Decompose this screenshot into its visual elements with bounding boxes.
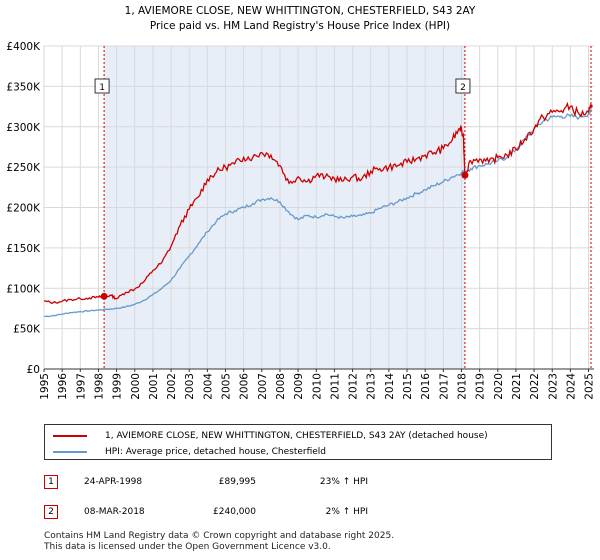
x-tick-label: 2016 — [420, 373, 432, 400]
x-tick-label: 2014 — [384, 373, 396, 400]
legend-item-hpi: HPI: Average price, detached house, Ches… — [53, 444, 326, 460]
transaction-price: £240,000 — [213, 507, 256, 517]
x-tick-label: 2023 — [547, 373, 559, 400]
y-tick-label: £100K — [6, 283, 41, 295]
x-tick-label: 2001 — [148, 373, 160, 400]
x-tick-label: 2017 — [438, 373, 450, 400]
marker-label: 1 — [99, 83, 105, 93]
x-tick-label: 2005 — [221, 373, 233, 400]
x-tick-label: 2002 — [166, 373, 178, 400]
transaction-price: £89,995 — [218, 477, 256, 487]
chart-legend: 1, AVIEMORE CLOSE, NEW WHITTINGTON, CHES… — [44, 424, 552, 460]
x-tick-label: 2008 — [275, 373, 287, 400]
transaction-badge: 1 — [44, 475, 58, 489]
x-tick-label: 2013 — [366, 373, 378, 400]
legend-line-red — [53, 435, 87, 437]
x-tick-label: 2011 — [329, 373, 341, 400]
x-tick-label: 1997 — [75, 373, 87, 400]
property-series-line — [43, 101, 593, 305]
x-tick-label: 2019 — [475, 373, 487, 400]
y-tick-label: £250K — [6, 162, 41, 174]
x-tick-label: 1999 — [112, 373, 124, 400]
y-tick-label: £0 — [27, 364, 40, 376]
legend-label-hpi: HPI: Average price, detached house, Ches… — [105, 447, 327, 457]
y-tick-label: £350K — [6, 81, 41, 93]
x-tick-label: 1998 — [93, 373, 105, 400]
y-tick-label: £150K — [6, 243, 41, 255]
transaction-row: 1 24-APR-1998 £89,995 23% ↑ HPI — [44, 472, 368, 492]
hpi-series-line — [43, 108, 593, 318]
sale-point — [461, 171, 469, 179]
x-tick-label: 2000 — [130, 373, 142, 400]
transaction-hpi: 2% ↑ HPI — [325, 507, 368, 517]
y-tick-label: £400K — [6, 41, 41, 53]
x-tick-label: 2024 — [565, 373, 577, 400]
sale-point — [100, 292, 108, 300]
x-tick-label: 2010 — [311, 373, 323, 400]
transaction-date: 08-MAR-2018 — [84, 507, 145, 517]
footer-line: This data is licensed under the Open Gov… — [44, 542, 331, 552]
y-tick-label: £300K — [6, 122, 41, 134]
footer: Contains HM Land Registry data © Crown c… — [44, 531, 394, 553]
x-tick-label: 2012 — [348, 373, 360, 400]
chart-title: 1, AVIEMORE CLOSE, NEW WHITTINGTON, CHES… — [125, 5, 476, 17]
price-chart: 1, AVIEMORE CLOSE, NEW WHITTINGTON, CHES… — [6, 5, 596, 400]
footer-line: Contains HM Land Registry data © Crown c… — [44, 531, 395, 541]
transaction-date: 24-APR-1998 — [84, 477, 143, 487]
x-tick-label: 2025 — [584, 373, 596, 400]
x-tick-label: 2018 — [456, 373, 468, 400]
x-tick-label: 2015 — [402, 373, 414, 400]
x-tick-label: 2006 — [239, 373, 251, 400]
x-tick-label: 2020 — [493, 373, 505, 400]
x-tick-label: 2021 — [511, 373, 523, 400]
x-tick-label: 2004 — [202, 373, 214, 400]
transaction-row: 2 08-MAR-2018 £240,000 2% ↑ HPI — [44, 502, 368, 522]
y-tick-label: £200K — [6, 203, 41, 215]
x-tick-label: 2022 — [529, 373, 541, 400]
x-tick-label: 1996 — [57, 373, 69, 400]
marker-label-box — [94, 78, 110, 94]
legend-line-blue — [53, 451, 87, 453]
x-tick-label: 2003 — [184, 373, 196, 400]
x-tick-label: 2009 — [293, 373, 305, 400]
x-tick-label: 1995 — [39, 373, 51, 400]
legend-label-property: 1, AVIEMORE CLOSE, NEW WHITTINGTON, CHES… — [105, 431, 488, 441]
y-tick-label: £50K — [13, 324, 41, 336]
marker-label: 2 — [460, 83, 466, 93]
marker-label-box — [455, 78, 471, 94]
transaction-badge: 2 — [44, 505, 58, 519]
x-tick-label: 2007 — [257, 373, 269, 400]
transaction-hpi: 23% ↑ HPI — [319, 477, 368, 487]
chart-subtitle: Price paid vs. HM Land Registry's House … — [150, 20, 450, 32]
legend-item-property: 1, AVIEMORE CLOSE, NEW WHITTINGTON, CHES… — [53, 428, 488, 444]
